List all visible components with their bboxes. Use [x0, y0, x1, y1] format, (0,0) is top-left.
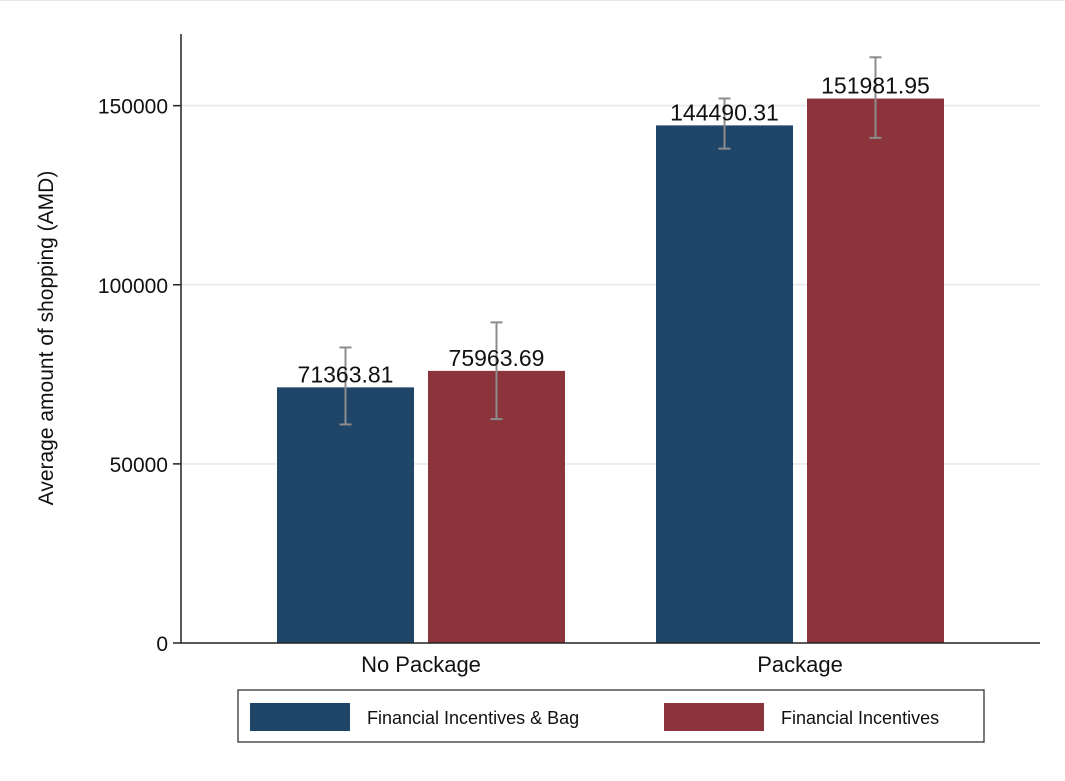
axes: 0 50000 100000 150000 No Package Package	[98, 34, 1040, 677]
bar	[656, 125, 793, 644]
data-label: 151981.95	[821, 73, 930, 99]
y-tick-label: 0	[156, 633, 168, 656]
data-label: 75963.69	[449, 345, 545, 371]
data-label: 144490.31	[670, 99, 779, 125]
legend-swatch	[250, 703, 350, 731]
legend-label: Financial Incentives	[781, 708, 939, 728]
bar	[807, 98, 944, 644]
legend-swatch	[664, 703, 764, 731]
y-tick-label: 100000	[98, 275, 168, 298]
legend-label: Financial Incentives & Bag	[367, 708, 579, 728]
error-bars	[339, 56, 882, 426]
bar	[277, 387, 414, 643]
x-tick-label: Package	[757, 652, 843, 677]
legend: Financial Incentives & Bag Financial Ince…	[237, 689, 985, 743]
data-label: 71363.81	[298, 361, 394, 387]
x-tick-label: No Package	[361, 652, 481, 677]
legend-box	[237, 689, 985, 743]
data-labels: 71363.81 144490.31 75963.69 151981.95	[298, 73, 930, 388]
y-tick-label: 50000	[110, 454, 168, 477]
y-axis-label: Average amount of shopping (AMD)	[35, 171, 58, 506]
y-tick-label: 150000	[98, 96, 168, 119]
